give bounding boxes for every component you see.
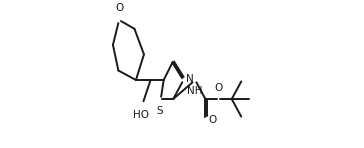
Text: O: O <box>115 3 123 13</box>
Text: N: N <box>186 74 194 83</box>
Text: S: S <box>156 106 163 116</box>
Text: O: O <box>208 115 217 124</box>
Text: HO: HO <box>133 110 149 120</box>
Text: NH: NH <box>187 86 203 96</box>
Text: O: O <box>214 83 223 94</box>
